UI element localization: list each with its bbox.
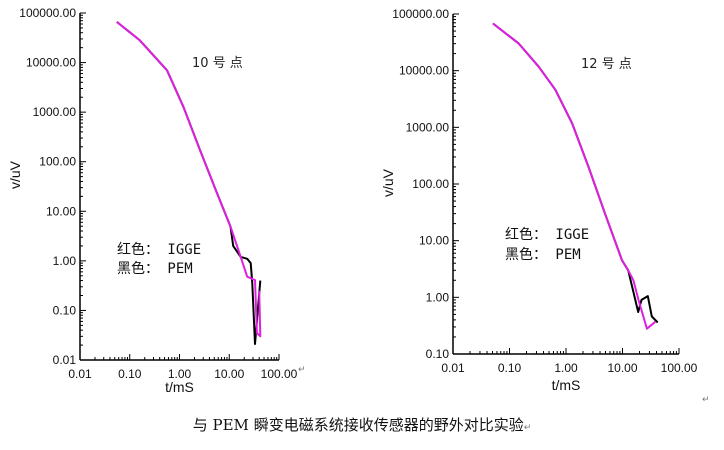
y-tick-label: 10.00 — [46, 204, 76, 218]
y-tick-label: 1.00 — [53, 254, 77, 268]
y-tick-label: 100000.00 — [392, 7, 449, 21]
legend-entry: 黑色： PEM — [505, 246, 581, 263]
x-tick-label: 100.00 — [261, 367, 298, 381]
legend-entry: 红色： IGGE — [505, 226, 589, 243]
y-tick-label: 1.00 — [426, 290, 450, 304]
series-line-igge — [492, 22, 656, 330]
caption-text: 与 PEM 瞬变电磁系统接收传感器的野外对比实验 — [192, 416, 524, 434]
y-tick-label: 100000.00 — [19, 6, 76, 20]
y-axis-label: v/uV — [7, 160, 23, 189]
x-tick-label: 0.01 — [441, 361, 465, 375]
y-tick-label: 0.10 — [426, 347, 450, 361]
y-tick-label: 10000.00 — [399, 64, 449, 78]
y-axis-label: v/uV — [380, 168, 396, 197]
x-tick-label: 10.00 — [607, 361, 637, 375]
figure-caption: 与 PEM 瞬变电磁系统接收传感器的野外对比实验↵ — [0, 414, 724, 435]
y-tick-label: 10.00 — [419, 234, 449, 248]
y-tick-label: 100.00 — [412, 177, 449, 191]
y-tick-label: 0.10 — [53, 303, 77, 317]
x-tick-label: 0.10 — [498, 361, 522, 375]
y-tick-label: 0.01 — [53, 353, 77, 367]
paragraph-mark: ↵ — [523, 423, 532, 433]
x-tick-label: 100.00 — [661, 361, 698, 375]
x-tick-label: 0.01 — [68, 367, 92, 381]
chart-title: 10 号 点 — [192, 56, 243, 71]
series-line-igge — [116, 21, 262, 338]
y-tick-label: 100.00 — [39, 155, 76, 169]
paragraph-mark: ↵ — [298, 365, 306, 375]
legend-entry: 黑色： PEM — [117, 260, 193, 277]
chart-title: 12 号 点 — [581, 57, 632, 72]
legend-entry: 红色： IGGE — [117, 241, 201, 258]
y-tick-label: 1000.00 — [406, 120, 450, 134]
x-axis-label: t/mS — [552, 377, 581, 393]
x-tick-label: 1.00 — [554, 361, 578, 375]
paragraph-mark: ↵ — [702, 395, 710, 405]
x-tick-label: 1.00 — [168, 367, 192, 381]
x-axis-label: t/mS — [165, 379, 194, 395]
y-tick-label: 1000.00 — [33, 105, 77, 119]
y-tick-label: 10000.00 — [26, 56, 76, 70]
x-tick-label: 10.00 — [214, 367, 244, 381]
x-tick-label: 0.10 — [118, 367, 142, 381]
